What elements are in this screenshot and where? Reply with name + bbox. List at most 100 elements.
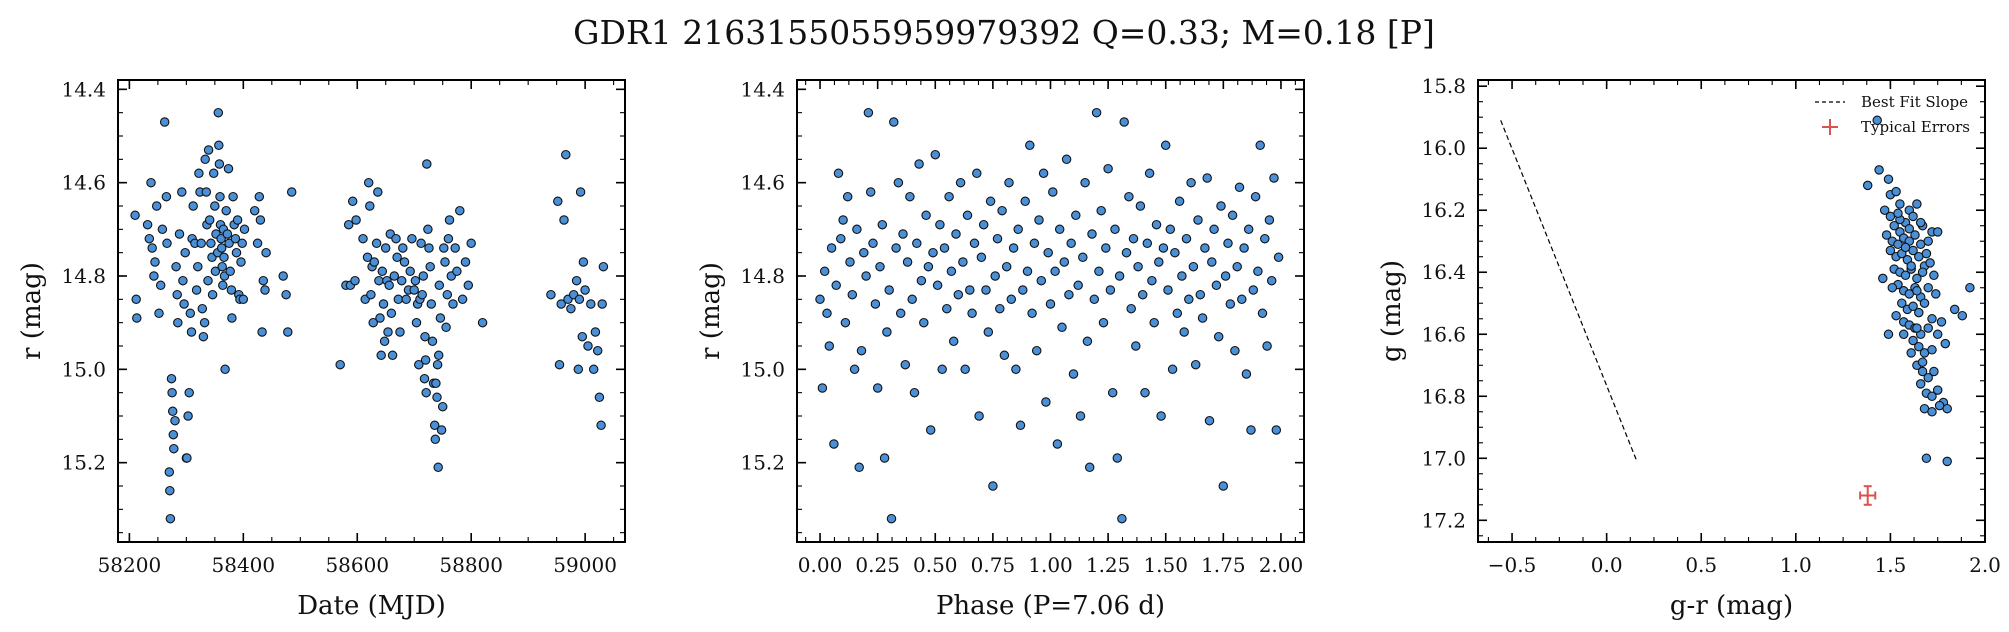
data-point — [378, 299, 389, 309]
data-point — [824, 341, 835, 351]
data-point — [1200, 243, 1210, 253]
data-point — [173, 317, 183, 328]
data-point — [898, 229, 908, 239]
data-point — [224, 238, 234, 249]
data-point — [895, 308, 906, 319]
data-point — [1043, 247, 1053, 258]
data-point — [286, 187, 297, 197]
data-point — [912, 238, 922, 249]
data-point — [1248, 285, 1259, 295]
data-point — [170, 415, 180, 426]
data-point — [859, 247, 869, 258]
data-point — [935, 219, 945, 230]
data-point — [1015, 420, 1026, 431]
data-point — [410, 275, 421, 286]
data-point — [142, 219, 153, 230]
data-point — [1110, 224, 1120, 235]
data-point — [1004, 177, 1014, 188]
data-point — [822, 308, 832, 319]
x-tick-label: 0.5 — [1685, 553, 1717, 577]
data-point — [184, 387, 194, 398]
data-point — [583, 341, 593, 351]
data-point — [916, 275, 927, 286]
data-point — [416, 238, 426, 249]
data-point — [432, 392, 442, 403]
data-point — [450, 243, 460, 253]
data-point — [191, 285, 202, 295]
data-point — [1197, 313, 1208, 323]
data-point — [1084, 462, 1095, 473]
data-point — [225, 266, 235, 277]
data-point — [580, 285, 590, 295]
data-point — [393, 294, 404, 305]
data-point — [1041, 397, 1051, 407]
data-point — [377, 266, 388, 277]
figure-title: GDR1 2163155055959979392 Q=0.33; M=0.18 … — [573, 13, 1435, 52]
data-point — [1929, 270, 1939, 281]
data-point — [196, 238, 206, 249]
data-point — [1230, 345, 1240, 356]
data-point — [214, 159, 225, 169]
x-tick-label: 58600 — [325, 553, 389, 577]
data-point — [596, 420, 606, 431]
data-point — [281, 289, 291, 300]
data-point — [392, 252, 402, 263]
data-point — [389, 271, 400, 281]
data-point — [167, 406, 178, 417]
data-point — [1225, 299, 1236, 309]
data-point — [875, 261, 885, 272]
data-point — [1174, 196, 1185, 207]
data-point — [391, 233, 401, 244]
data-point — [358, 233, 368, 244]
data-point — [819, 266, 830, 277]
data-point — [1140, 387, 1150, 398]
data-point — [1121, 247, 1132, 258]
data-point — [222, 229, 233, 239]
data-point — [921, 210, 931, 221]
data-point — [254, 191, 265, 202]
data-point — [201, 187, 212, 197]
data-point — [889, 117, 899, 127]
y-tick-label: 17.0 — [1421, 446, 1466, 470]
data-point — [884, 285, 894, 295]
data-point — [969, 238, 980, 249]
data-point — [854, 462, 864, 473]
data-point — [925, 425, 936, 435]
data-point — [177, 187, 187, 197]
panel-date: 58200 58400 58600 58800 59000 14.4 14.6 14.8 15.… — [17, 77, 626, 621]
data-point — [962, 210, 973, 221]
data-point — [455, 205, 465, 216]
data-point — [216, 233, 226, 244]
data-point — [1151, 219, 1162, 230]
data-point — [831, 280, 841, 291]
data-point — [1034, 215, 1044, 225]
data-point — [573, 364, 584, 375]
data-point — [571, 275, 582, 286]
data-point — [1910, 230, 1920, 240]
data-point — [590, 327, 601, 337]
data-point — [440, 257, 450, 267]
data-point — [574, 294, 585, 305]
data-point — [1885, 245, 1896, 256]
data-point — [1119, 117, 1129, 127]
data-point — [1262, 341, 1272, 351]
data-point — [203, 275, 213, 286]
data-point — [1158, 243, 1169, 253]
data-point — [444, 215, 455, 225]
data-point — [983, 327, 994, 337]
data-point — [405, 266, 415, 277]
data-point — [1917, 366, 1928, 377]
data-point — [166, 373, 177, 384]
data-point — [439, 243, 449, 253]
data-point — [1001, 261, 1012, 272]
x-tick-label: 1.5 — [1875, 553, 1907, 577]
y-tick-label: 14.4 — [61, 77, 106, 101]
data-point — [1112, 453, 1123, 463]
data-point — [221, 205, 231, 216]
data-point — [1906, 261, 1916, 271]
data-point — [463, 280, 474, 291]
data-point — [433, 350, 444, 361]
data-point — [283, 327, 293, 337]
data-point — [443, 233, 454, 244]
data-point — [1045, 299, 1056, 309]
